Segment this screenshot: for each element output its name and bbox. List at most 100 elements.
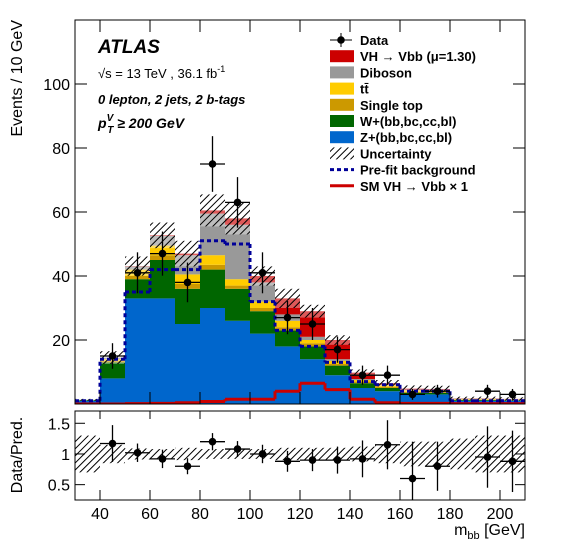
stack-bar bbox=[250, 333, 275, 404]
x-tick-label: 140 bbox=[337, 506, 364, 523]
ratio-uncertainty-band bbox=[200, 449, 225, 459]
stack-bar bbox=[125, 298, 150, 404]
data-point bbox=[308, 320, 317, 328]
y-tick-label: 40 bbox=[52, 269, 70, 286]
data-point bbox=[208, 160, 217, 168]
data-point bbox=[283, 313, 292, 322]
cut-sup: V bbox=[107, 113, 115, 124]
cut-label: pV T ≥ 200 GeV bbox=[97, 113, 186, 136]
cut-sub: T bbox=[107, 125, 114, 136]
stack-bar bbox=[350, 383, 375, 388]
uncertainty-band bbox=[75, 398, 100, 401]
stack-bar bbox=[225, 279, 250, 286]
experiment-label: ATLAS bbox=[97, 37, 160, 58]
uncertainty-band bbox=[450, 396, 475, 400]
ratio-y-tick-label: 1.5 bbox=[48, 416, 70, 433]
data-point bbox=[433, 387, 442, 396]
data-point bbox=[408, 390, 417, 399]
x-tick-label: 200 bbox=[487, 506, 514, 523]
legend-swatch bbox=[330, 50, 354, 63]
stack-bar bbox=[200, 269, 225, 308]
x-label-unit: [GeV] bbox=[480, 522, 525, 539]
data-point bbox=[258, 269, 267, 277]
main-plot bbox=[75, 136, 525, 404]
x-tick-label: 160 bbox=[387, 506, 414, 523]
legend-label: Uncertainty bbox=[360, 146, 432, 161]
x-tick-label: 40 bbox=[91, 506, 109, 523]
x-tick-label: 120 bbox=[287, 506, 314, 523]
stack-bar bbox=[375, 387, 400, 388]
data-point bbox=[508, 390, 517, 399]
legend-label: Diboson bbox=[360, 65, 412, 80]
stack-bar bbox=[300, 359, 325, 404]
stack-bar bbox=[275, 346, 300, 404]
x-axis-label: mbb [GeV] bbox=[454, 522, 525, 542]
data-point bbox=[133, 269, 142, 277]
stack-bar bbox=[250, 308, 275, 312]
ratio-y-axis-label: Data/Pred. bbox=[9, 417, 26, 493]
stack-bar bbox=[250, 301, 275, 308]
legend-label: Data bbox=[360, 33, 389, 48]
x-label-sub: bb bbox=[467, 530, 479, 542]
main-frame bbox=[74, 19, 526, 405]
y-tick-label: 20 bbox=[52, 333, 70, 350]
region-label: 0 lepton, 2 jets, 2 b-tags bbox=[98, 92, 245, 107]
stack-bar bbox=[425, 394, 450, 404]
ratio-point bbox=[483, 453, 492, 461]
data-point bbox=[483, 387, 492, 396]
data-point bbox=[158, 249, 167, 258]
ratio-point bbox=[358, 455, 367, 463]
ratio-frame bbox=[74, 410, 526, 501]
uncertainty-band bbox=[475, 396, 500, 400]
ratio-uncertainty-band bbox=[175, 447, 200, 461]
stack-bar bbox=[300, 340, 325, 344]
ratio-y-tick-label: 0.5 bbox=[48, 478, 70, 495]
stack-bar bbox=[225, 285, 250, 289]
legend-swatch bbox=[337, 36, 345, 44]
data-point bbox=[108, 352, 117, 360]
stack-bar bbox=[175, 324, 200, 404]
stack-bar bbox=[325, 364, 350, 366]
stack-bar bbox=[350, 388, 375, 404]
data-point bbox=[383, 371, 392, 380]
ratio-point bbox=[383, 440, 392, 449]
stack-bar bbox=[325, 365, 350, 376]
ratio-point bbox=[333, 456, 342, 464]
data-point bbox=[333, 345, 342, 354]
stack-bar bbox=[375, 391, 400, 404]
legend-label: W+(bb,bc,cc,bl) bbox=[360, 114, 456, 129]
ratio-point bbox=[208, 437, 217, 446]
legend-swatch bbox=[330, 82, 354, 95]
ratio-point bbox=[433, 462, 442, 471]
stack-bar bbox=[475, 399, 500, 401]
ratio-point bbox=[133, 448, 142, 457]
ratio-plot bbox=[75, 420, 525, 500]
stack-bar bbox=[100, 378, 125, 404]
legend-label: VH → Vbb (μ=1.30) bbox=[360, 49, 476, 64]
legend-swatch bbox=[330, 147, 354, 160]
legend-label: tt̄ bbox=[360, 82, 369, 97]
uncertainty-band bbox=[400, 385, 425, 392]
stack-bar bbox=[200, 264, 225, 270]
stack-bar bbox=[200, 255, 225, 265]
ratio-point bbox=[108, 439, 117, 448]
uncertainty-band bbox=[175, 240, 200, 267]
energy-lumi: √s = 13 TeV , 36.1 fb-1 bbox=[98, 64, 225, 81]
y-tick-label: 100 bbox=[43, 77, 70, 94]
ratio-point bbox=[233, 445, 242, 453]
x-tick-label: 180 bbox=[437, 506, 464, 523]
ratio-uncertainty-band bbox=[450, 438, 475, 470]
legend-label: Z+(bb,bc,cc,bl) bbox=[360, 130, 452, 145]
stack-bar bbox=[75, 400, 100, 404]
stack-bar bbox=[200, 308, 225, 404]
y-tick-label: 60 bbox=[52, 205, 70, 222]
ratio-point bbox=[508, 457, 517, 466]
uncertainty-band bbox=[200, 194, 225, 227]
ratio-point bbox=[183, 462, 192, 471]
stack-bar bbox=[100, 362, 125, 379]
legend-swatch bbox=[330, 66, 354, 79]
legend-label: Single top bbox=[360, 98, 423, 113]
stack-bar bbox=[225, 320, 250, 404]
ratio-point bbox=[283, 457, 292, 466]
